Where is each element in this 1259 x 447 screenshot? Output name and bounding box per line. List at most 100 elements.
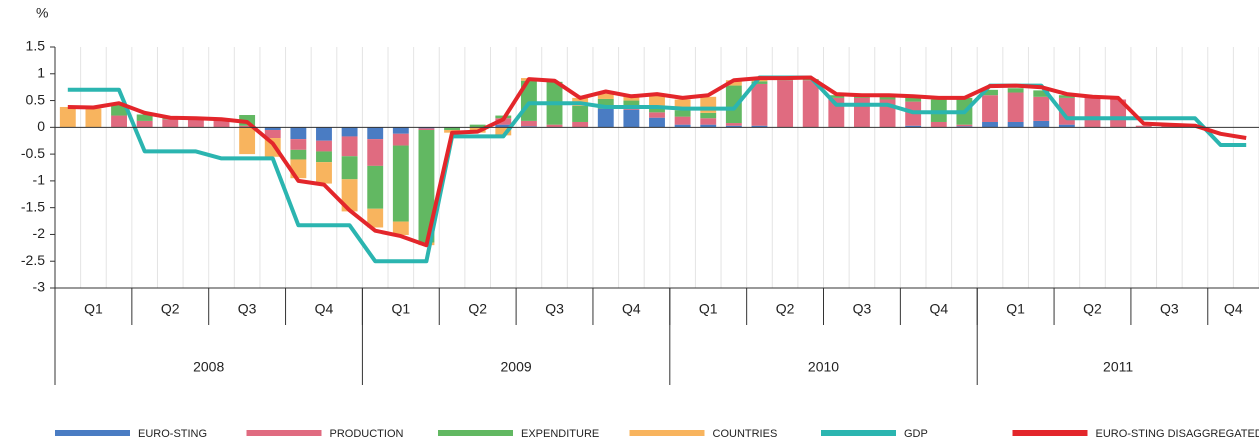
bar-segment xyxy=(982,95,998,122)
bar-segment xyxy=(751,83,768,126)
y-tick-label: 0 xyxy=(37,118,45,134)
year-label: 2010 xyxy=(808,359,839,375)
legend-label: EURO-STING DISAGGREGATED xyxy=(1096,428,1259,440)
bar-segment xyxy=(264,127,281,131)
y-axis-label: % xyxy=(36,5,48,21)
quarter-label: Q1 xyxy=(391,301,410,317)
quarter-label: Q3 xyxy=(238,301,257,317)
bar-segment xyxy=(367,139,384,166)
legend: EURO-STING PRODUCTION EXPENDITURE COUNTRIES… xyxy=(55,428,1259,440)
bar-segment xyxy=(1007,121,1024,128)
bar-segment xyxy=(725,85,742,124)
legend-label: EURO-STING xyxy=(138,428,207,440)
quarter-label: Q4 xyxy=(929,301,948,317)
bar-segment xyxy=(290,127,307,140)
bar-segment xyxy=(316,140,332,152)
bar-segment xyxy=(751,125,768,128)
legend-label: COUNTRIES xyxy=(713,428,778,440)
bar-segment xyxy=(1135,125,1152,128)
bar-segment xyxy=(444,127,461,131)
bar-segment xyxy=(520,126,537,128)
bar-segment xyxy=(725,80,742,86)
quarter-label: Q2 xyxy=(468,301,487,317)
bar-segment xyxy=(751,81,768,84)
quarter-label: Q1 xyxy=(699,301,718,317)
bar-segment xyxy=(649,95,665,106)
bar-segment xyxy=(392,133,409,146)
bar-segment xyxy=(341,127,358,137)
bar-segment xyxy=(725,123,742,126)
bar-segment xyxy=(162,119,179,128)
bar-segment xyxy=(1110,99,1127,128)
bar-segment xyxy=(879,95,896,100)
quarter-label: Q4 xyxy=(315,301,334,317)
quarter-label: Q2 xyxy=(776,301,795,317)
bar-segment xyxy=(290,149,307,160)
bar-segment xyxy=(725,125,742,128)
bar-segment xyxy=(136,114,153,121)
bar-segment xyxy=(316,127,332,141)
bar-segment xyxy=(418,128,435,131)
quarter-label: Q3 xyxy=(1160,301,1179,317)
bar-segment xyxy=(700,124,717,128)
y-tick-label: -1.5 xyxy=(21,198,45,214)
axes: 1.5 1 0.5 0 -0.5 -1 -1.5 -2 -2.5 -3 Q1 Q2 Q3 Q4 Q1 Q2 Q3… xyxy=(21,38,1259,385)
bar-segment xyxy=(674,124,691,128)
bar-segment xyxy=(239,125,256,128)
year-label: 2011 xyxy=(1103,359,1133,375)
bar-segment xyxy=(956,126,973,128)
bar-segment xyxy=(1007,92,1024,122)
bar-segment xyxy=(341,179,358,212)
bar-segment xyxy=(1084,97,1101,128)
bar-segment xyxy=(367,208,384,228)
bar-segment xyxy=(187,119,204,128)
bar-segment xyxy=(85,108,102,128)
quarter-label: Q2 xyxy=(161,301,180,317)
bar-segment xyxy=(546,124,563,128)
bar-segment xyxy=(597,93,614,99)
bar-segment xyxy=(1033,90,1050,97)
bar-segment xyxy=(572,121,589,128)
grid xyxy=(54,47,1259,288)
bar-segment xyxy=(905,125,922,128)
bar-segment xyxy=(392,127,409,134)
y-tick-label: -3 xyxy=(33,279,46,295)
bar-segment xyxy=(495,127,512,136)
bar-segment xyxy=(649,117,665,128)
quarter-label: Q4 xyxy=(1224,301,1243,317)
bar-segment xyxy=(418,127,435,129)
bar-segment xyxy=(316,162,332,184)
bar-segment xyxy=(213,120,230,128)
bar-segment xyxy=(1058,95,1075,98)
bar-segment xyxy=(469,124,486,128)
bar-segment xyxy=(316,151,332,163)
bar-segment xyxy=(1007,88,1024,93)
bar-segment xyxy=(649,105,665,113)
bar-segment xyxy=(623,109,640,128)
bar-segment xyxy=(392,221,409,235)
quarter-label: Q3 xyxy=(853,301,872,317)
bar-segment xyxy=(674,116,691,125)
bar-segment xyxy=(597,98,614,109)
quarter-label: Q3 xyxy=(545,301,564,317)
bar-segment xyxy=(982,89,998,96)
bar-segment xyxy=(777,80,794,128)
legend-label: GDP xyxy=(904,428,928,440)
line-series xyxy=(67,75,1247,264)
quarter-label: Q4 xyxy=(622,301,641,317)
bar-segment xyxy=(392,145,409,222)
bar-segment xyxy=(853,97,870,128)
bar-segment xyxy=(341,136,358,157)
bar-segment xyxy=(1033,96,1050,121)
bar-segment xyxy=(418,130,435,243)
bar-segment xyxy=(700,112,717,119)
y-tick-label: -0.5 xyxy=(21,145,45,161)
bar-segment xyxy=(956,124,973,127)
bar-segment xyxy=(136,120,153,128)
bar-segment xyxy=(905,96,922,102)
bar-segment xyxy=(623,100,640,107)
bar-segment xyxy=(930,121,947,128)
bar-segment xyxy=(982,121,998,128)
line-series xyxy=(67,75,1247,248)
bar-segment xyxy=(674,99,691,111)
